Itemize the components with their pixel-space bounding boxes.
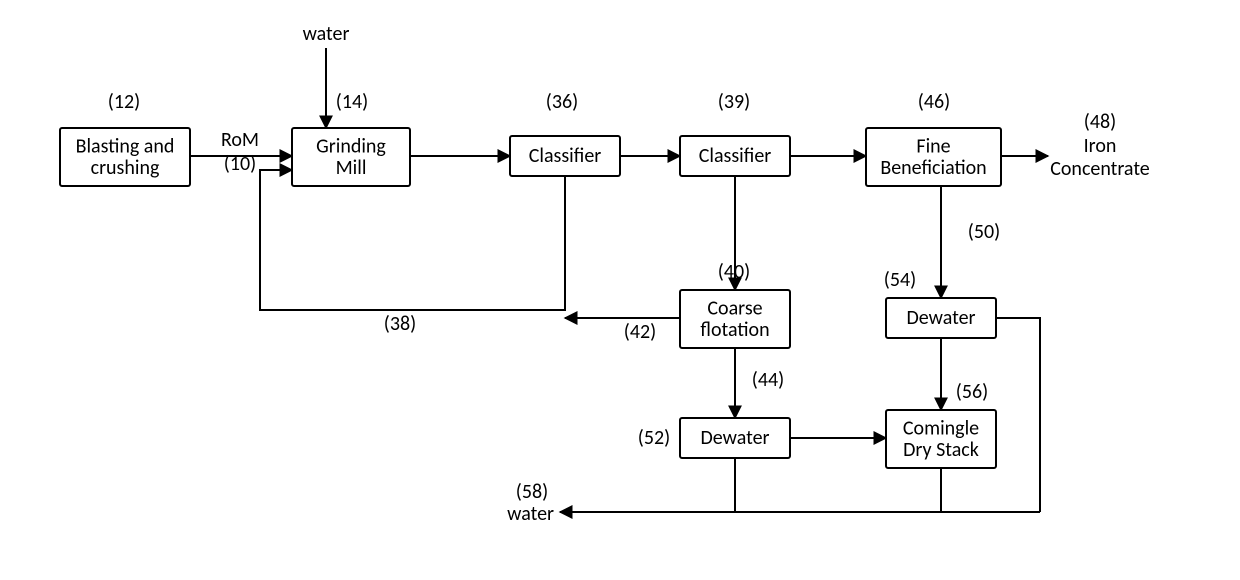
label-n52: (52) [638,426,670,450]
node-class1-label: Classifier [529,144,602,168]
node-blasting-label: Blasting and [76,134,175,158]
label-iron: Concentrate [1050,157,1150,181]
label-rom_label: RoM [221,128,259,152]
label-n42: (42) [624,320,656,344]
flow-diagram: Blasting andcrushing GrindingMill Classifi… [0,0,1240,580]
label-n38: (38) [384,312,416,336]
label-water_out: water [507,502,554,526]
node-class1: Classifier [510,136,620,176]
node-finebenef-label: Fine [916,134,950,158]
node-class2: Classifier [680,136,790,176]
node-blasting: Blasting andcrushing [60,128,190,186]
edge-dewater54-to-water-branch [996,318,1040,512]
node-comingle-label: Dry Stack [903,438,979,462]
label-n40: (40) [718,260,750,284]
label-n14: (14) [336,90,368,114]
node-grinding-label: Grinding [316,134,386,158]
label-n44: (44) [752,368,784,392]
node-dewater54-label: Dewater [906,306,975,330]
edge-class1-recycle-38 [260,170,565,310]
node-grinding: GrindingMill [292,128,410,186]
node-finebenef-label: Beneficiation [880,156,986,180]
node-dewater52: Dewater [680,418,790,458]
label-n50: (50) [968,220,1000,244]
node-grinding-label: Mill [336,156,367,180]
node-dewater54: Dewater [886,298,996,338]
label-n46: (46) [918,90,950,114]
label-n36: (36) [546,90,578,114]
node-blasting-label: crushing [91,156,160,180]
label-n12: (12) [108,90,140,114]
label-n39: (39) [718,90,750,114]
node-dewater52-label: Dewater [700,426,769,450]
label-iron: Iron [1084,134,1117,158]
node-class2-label: Classifier [699,144,772,168]
node-coarseflot-label: flotation [700,318,769,342]
label-water_in: water [303,22,350,46]
node-coarseflot: Coarseflotation [680,290,790,348]
label-n58: (58) [516,480,548,504]
label-n10: (10) [224,152,256,176]
node-comingle: ComingleDry Stack [886,410,996,468]
label-n56: (56) [956,380,988,404]
label-n48: (48) [1084,110,1116,134]
node-finebenef: FineBeneficiation [866,128,1001,186]
label-n54: (54) [884,268,916,292]
node-coarseflot-label: Coarse [707,296,762,320]
node-comingle-label: Comingle [903,416,979,440]
